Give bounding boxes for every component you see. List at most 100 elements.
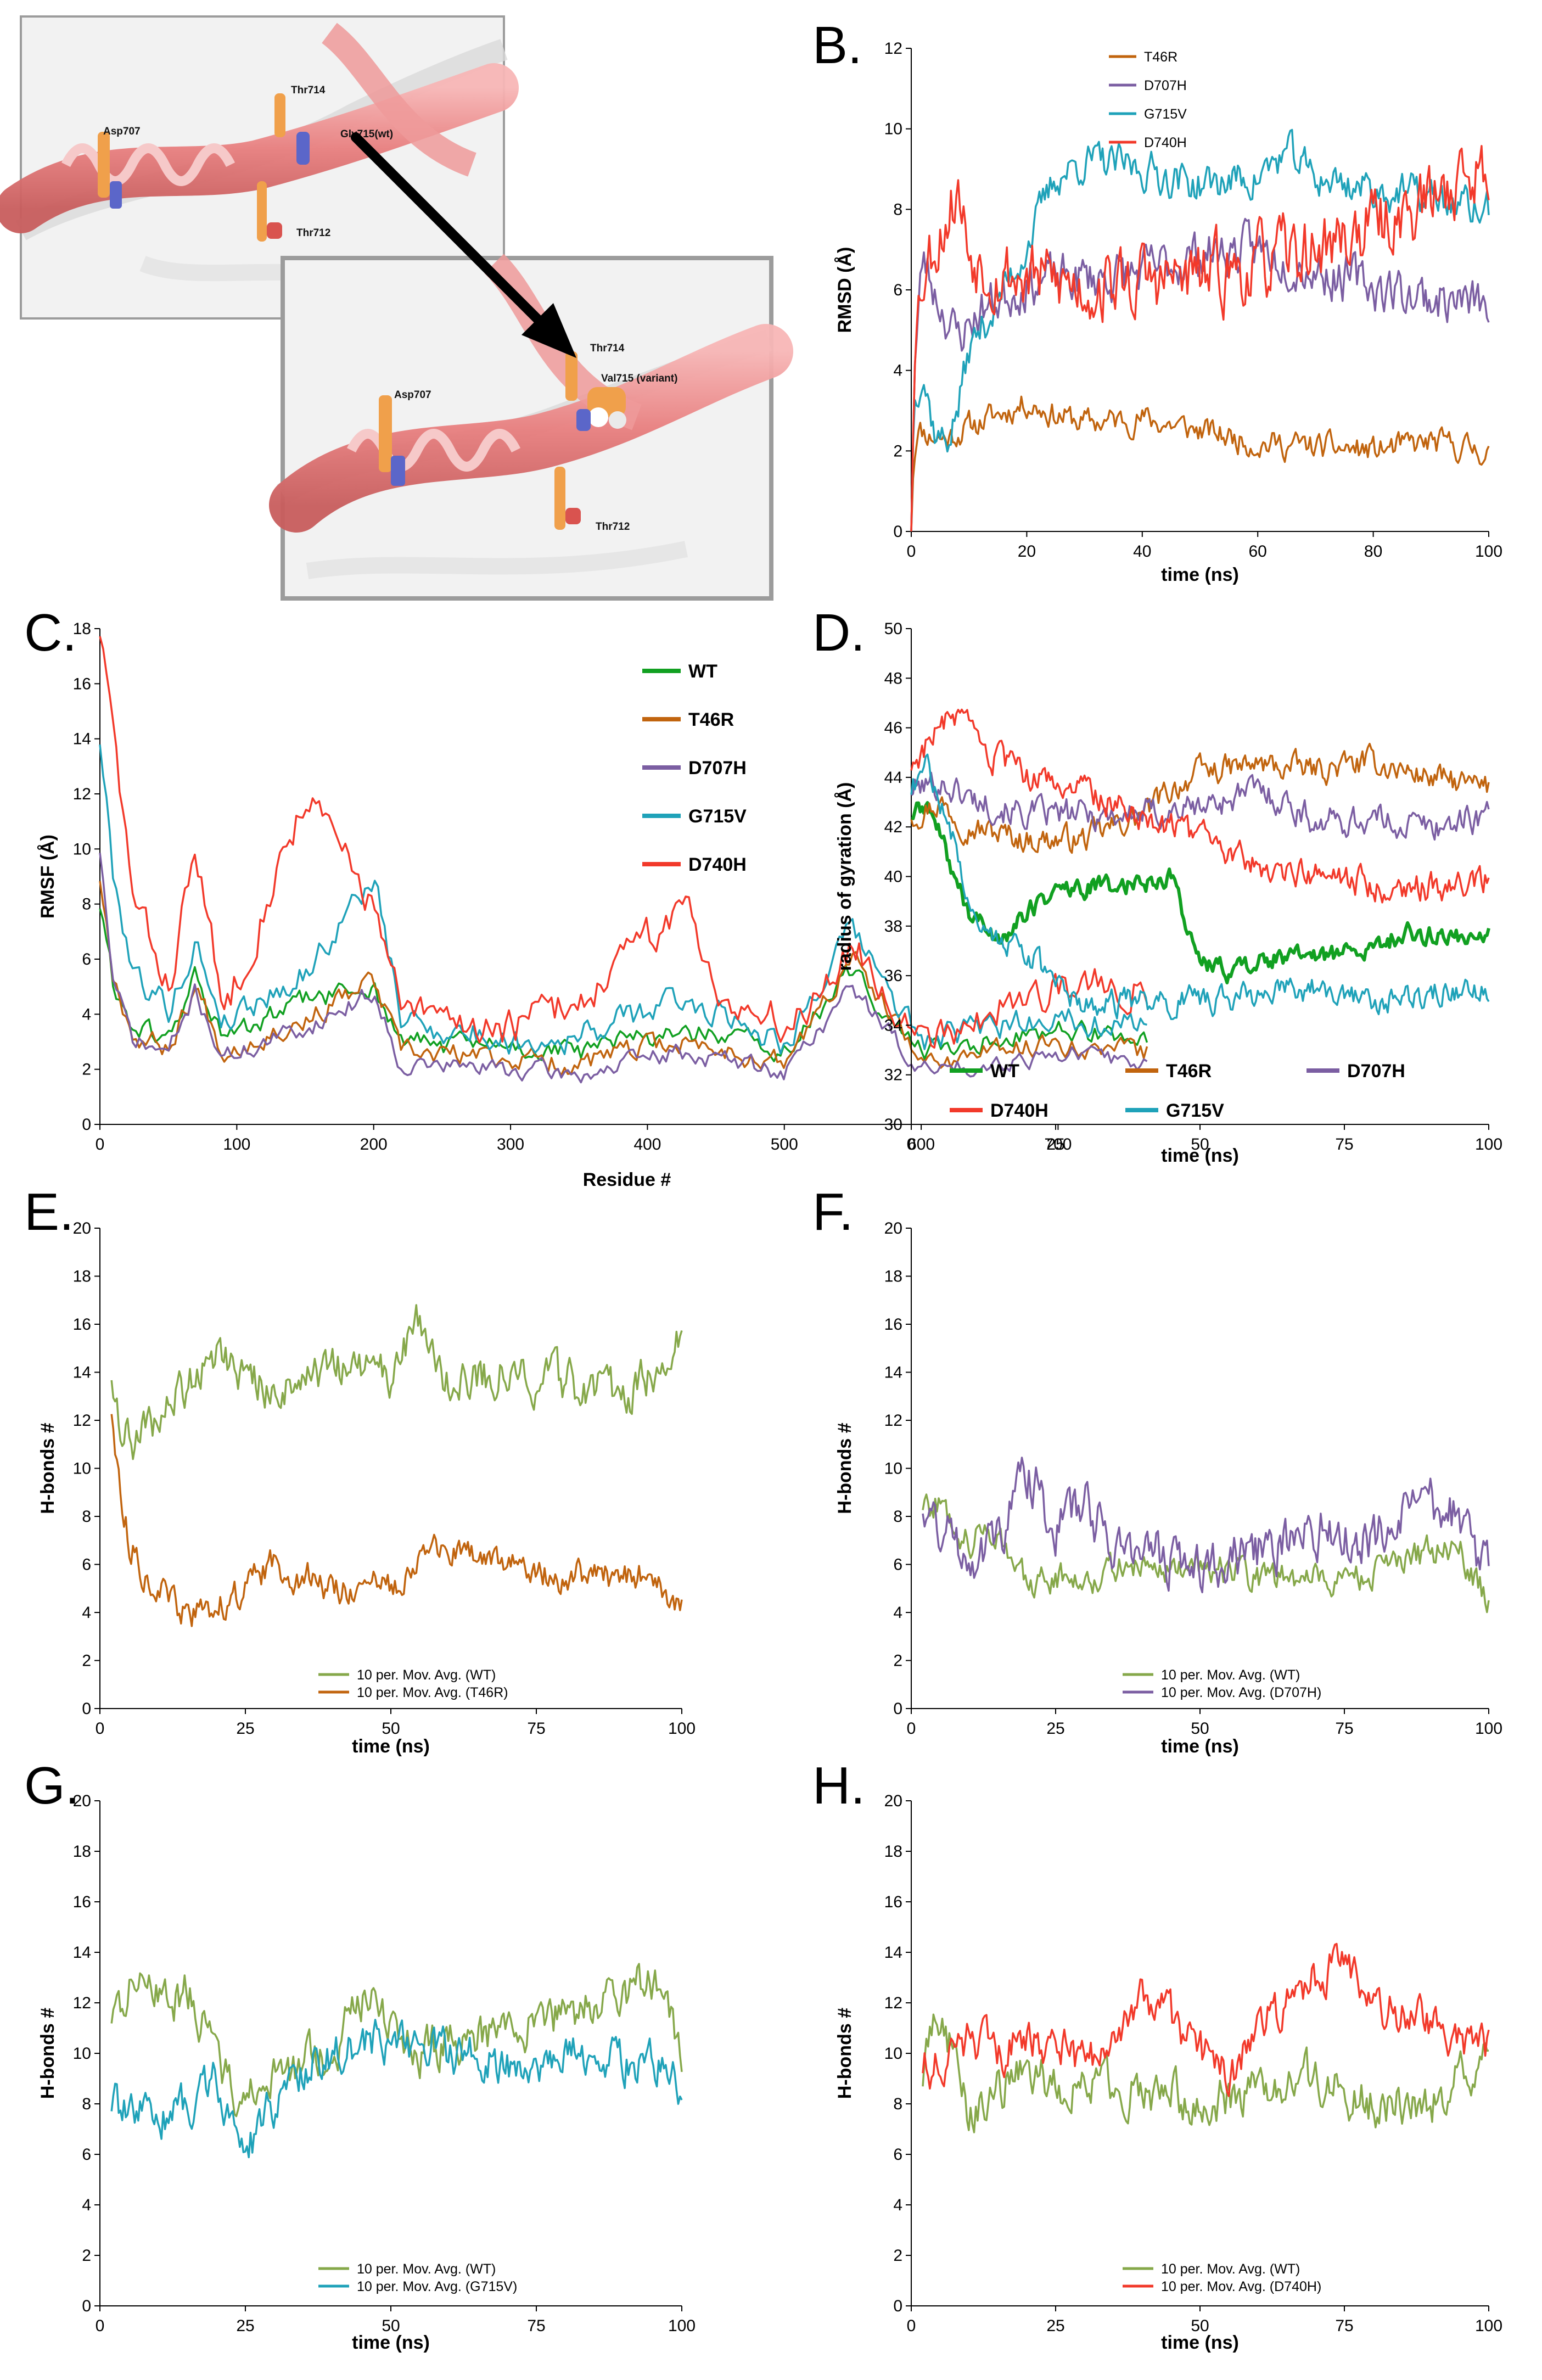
y-tick-label: 10: [884, 1460, 902, 1478]
x-tick-label: 20: [1018, 542, 1036, 561]
y-tick-label: 6: [893, 2146, 902, 2164]
legend-label-d740h: D740H: [688, 854, 747, 875]
legend-label-t46r: T46R: [688, 709, 734, 730]
legend-label-d707h: D707H: [1347, 1061, 1405, 1082]
panel-label-b: B.: [812, 16, 862, 75]
panel-label-d: D.: [812, 603, 865, 662]
y-tick-label: 20: [73, 1219, 91, 1237]
y-tick-label: 16: [73, 675, 91, 693]
y-tick-label: 16: [884, 1893, 902, 1911]
x-tick-label: 400: [633, 1135, 661, 1153]
y-tick-label: 2: [82, 1061, 91, 1079]
x-tick-label: 25: [236, 1720, 254, 1738]
x-tick-label: 50: [1191, 1135, 1209, 1153]
legend-label-g715v: G715V: [1166, 1100, 1224, 1121]
y-tick-label: 30: [884, 1116, 902, 1134]
y-tick-label: 14: [73, 1364, 91, 1382]
series-line-t46r: [910, 742, 1490, 854]
series-line-t46r: [99, 881, 1148, 1077]
legend-label-10-per-mov-avg-wt: 10 per. Mov. Avg. (WT): [1161, 1667, 1300, 1683]
y-tick-label: 2: [82, 2247, 91, 2265]
x-tick-label: 60: [1249, 542, 1267, 561]
legend-label-10-per-mov-avg-t46r: 10 per. Mov. Avg. (T46R): [357, 1685, 508, 1700]
y-tick-label: 8: [893, 200, 902, 219]
y-tick-label: 0: [82, 2297, 91, 2315]
x-tick-label: 100: [1475, 1720, 1502, 1738]
x-tick-label: 0: [96, 1720, 105, 1738]
y-axis-title: H-bonds #: [834, 2008, 855, 2099]
legend-label-10-per-mov-avg-wt: 10 per. Mov. Avg. (WT): [357, 1667, 496, 1683]
x-tick-label: 25: [1046, 2317, 1064, 2335]
y-tick-label: 16: [884, 1315, 902, 1334]
y-tick-label: 48: [884, 669, 902, 687]
y-tick-label: 18: [884, 1843, 902, 1861]
series-line-d740h: [910, 708, 1490, 904]
x-tick-label: 80: [1364, 542, 1382, 561]
variant-residue-thr712: Thr712: [596, 521, 630, 533]
y-tick-label: 4: [893, 2196, 902, 2214]
y-axis-title: radius of gyration (Å): [834, 782, 855, 971]
series-line-10-per-mov-avg-d707h: [922, 1457, 1490, 1594]
x-tick-label: 50: [382, 1720, 400, 1738]
hbonds-t46r-chart: 0 2 4 6 8 10 12 14 16 18 20 0 25 50 75 100 time (ns) H-bo…: [37, 1219, 696, 1757]
x-tick-label: 0: [96, 2317, 105, 2335]
y-tick-label: 40: [884, 868, 902, 886]
x-tick-label: 25: [1046, 1720, 1064, 1738]
y-tick-label: 20: [884, 1219, 902, 1237]
hbonds-g715v-chart: 0 2 4 6 8 10 12 14 16 18 20 0 25 50 75 100 time (ns) H-bo…: [37, 1792, 696, 2353]
legend-label-10-per-mov-avg-d740h: 10 per. Mov. Avg. (D740H): [1161, 2279, 1321, 2294]
y-tick-label: 4: [893, 1604, 902, 1622]
y-tick-label: 8: [82, 1508, 91, 1526]
y-tick-label: 8: [893, 1508, 902, 1526]
legend-label-10-per-mov-avg-d707h: 10 per. Mov. Avg. (D707H): [1161, 1685, 1321, 1700]
x-axis-title: time (ns): [352, 2332, 430, 2353]
series-line-10-per-mov-avg-wt: [922, 1493, 1490, 1614]
legend-label-d707h: D707H: [688, 758, 747, 779]
y-tick-label: 2: [893, 1652, 902, 1670]
y-tick-label: 16: [73, 1315, 91, 1334]
variant-residue-asp707: Asp707: [394, 389, 431, 401]
y-axis-title: RMSF (Å): [37, 835, 58, 919]
y-tick-label: 18: [73, 1843, 91, 1861]
wt-residue-asp707: Asp707: [103, 126, 141, 137]
legend-label-d707h: D707H: [1144, 78, 1187, 93]
y-tick-label: 34: [884, 1016, 902, 1034]
legend-label-t46r: T46R: [1144, 49, 1177, 65]
y-tick-label: 16: [73, 1893, 91, 1911]
y-axis-title: H-bonds #: [834, 1423, 855, 1514]
y-tick-label: 18: [884, 1268, 902, 1286]
y-tick-label: 14: [73, 730, 91, 748]
x-axis-title: time (ns): [352, 1736, 430, 1757]
y-tick-label: 32: [884, 1066, 902, 1084]
y-tick-label: 14: [884, 1944, 902, 1962]
x-tick-label: 40: [1133, 542, 1151, 561]
x-tick-label: 25: [236, 2317, 254, 2335]
x-axis-title: time (ns): [1161, 1145, 1239, 1166]
y-tick-label: 0: [893, 523, 902, 541]
y-tick-label: 0: [893, 2297, 902, 2315]
series-line-10-per-mov-avg-g715v: [110, 2019, 683, 2159]
x-tick-label: 500: [771, 1135, 798, 1153]
y-tick-label: 6: [893, 281, 902, 299]
x-tick-label: 100: [1475, 2317, 1502, 2335]
y-tick-label: 4: [82, 2196, 91, 2214]
y-tick-label: 46: [884, 719, 902, 737]
y-tick-label: 50: [884, 620, 902, 638]
series-line-d740h: [99, 636, 1148, 1049]
x-tick-label: 75: [1335, 1135, 1353, 1153]
y-tick-label: 20: [884, 1792, 902, 1810]
x-axis-title: time (ns): [1161, 564, 1239, 585]
x-tick-label: 100: [1475, 542, 1502, 561]
x-tick-label: 75: [527, 2317, 545, 2335]
x-tick-label: 100: [668, 2317, 696, 2335]
x-tick-label: 0: [907, 542, 916, 561]
y-tick-label: 12: [884, 1412, 902, 1430]
legend-label-10-per-mov-avg-wt: 10 per. Mov. Avg. (WT): [357, 2261, 496, 2277]
panel-label-c: C.: [24, 603, 77, 662]
y-tick-label: 36: [884, 967, 902, 985]
y-tick-label: 4: [82, 1005, 91, 1023]
series-line-10-per-mov-avg-wt: [922, 2013, 1489, 2133]
y-tick-label: 10: [73, 840, 91, 858]
legend-label-10-per-mov-avg-wt: 10 per. Mov. Avg. (WT): [1161, 2261, 1300, 2277]
